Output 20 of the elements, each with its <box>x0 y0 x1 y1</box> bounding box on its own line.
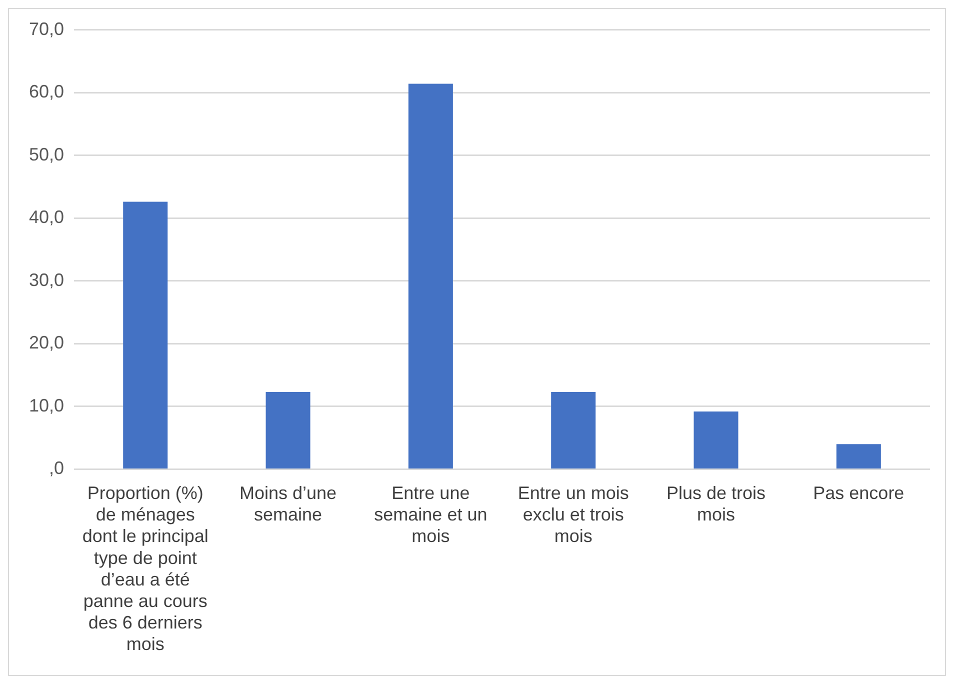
bar <box>266 392 310 468</box>
x-tick-label: Entre une semaine et un mois <box>374 482 488 546</box>
bar <box>694 411 738 468</box>
bar <box>408 84 453 468</box>
y-tick-label: ,0 <box>49 458 64 478</box>
y-tick-label: 20,0 <box>28 332 64 353</box>
y-tick-label: 60,0 <box>28 82 64 102</box>
y-tick-label: 30,0 <box>28 270 64 290</box>
x-tick-label: Entre un mois exclu et trois mois <box>518 482 629 546</box>
y-tick-label: 40,0 <box>28 207 64 228</box>
x-tick-label: Pas encore <box>813 482 904 503</box>
x-tick-label: Plus de trois mois <box>666 482 766 525</box>
y-tick-label: 10,0 <box>28 395 64 416</box>
x-tick-label: Proportion (%) de ménages dont le principal type de point d’eau a été panne au cours des 6 derniers mois <box>82 482 208 654</box>
y-tick-label: 70,0 <box>28 18 64 39</box>
bar <box>551 392 596 468</box>
bar <box>836 444 881 468</box>
y-tick-label: 50,0 <box>28 144 64 164</box>
x-tick-label: Moins d’une semaine <box>239 482 337 525</box>
bar <box>123 202 168 468</box>
